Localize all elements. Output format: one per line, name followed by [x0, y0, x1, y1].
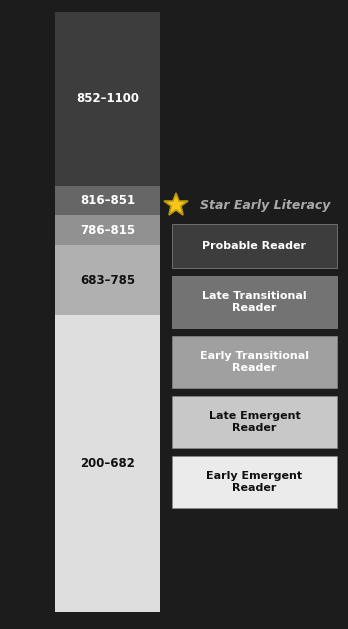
Text: Late Emergent
Reader: Late Emergent Reader	[208, 411, 300, 433]
Text: 683–785: 683–785	[80, 274, 135, 286]
Text: Late Transitional
Reader: Late Transitional Reader	[202, 291, 307, 313]
Text: 852–1100: 852–1100	[76, 92, 139, 106]
Bar	[172, 396, 337, 448]
Bar	[55, 245, 160, 315]
Bar	[55, 215, 160, 245]
Text: Early Transitional
Reader: Early Transitional Reader	[200, 351, 309, 373]
Bar	[55, 12, 160, 186]
Text: 200–682: 200–682	[80, 457, 135, 470]
Text: Early Emergent
Reader: Early Emergent Reader	[206, 470, 302, 493]
Text: 786–815: 786–815	[80, 223, 135, 237]
Text: Probable Reader: Probable Reader	[203, 241, 307, 251]
Bar	[55, 315, 160, 612]
Text: 816–851: 816–851	[80, 194, 135, 207]
Bar	[172, 224, 337, 268]
Bar	[172, 276, 337, 328]
Text: Star Early Literacy: Star Early Literacy	[200, 199, 330, 211]
Bar	[172, 336, 337, 388]
Bar	[55, 186, 160, 215]
Bar	[172, 456, 337, 508]
